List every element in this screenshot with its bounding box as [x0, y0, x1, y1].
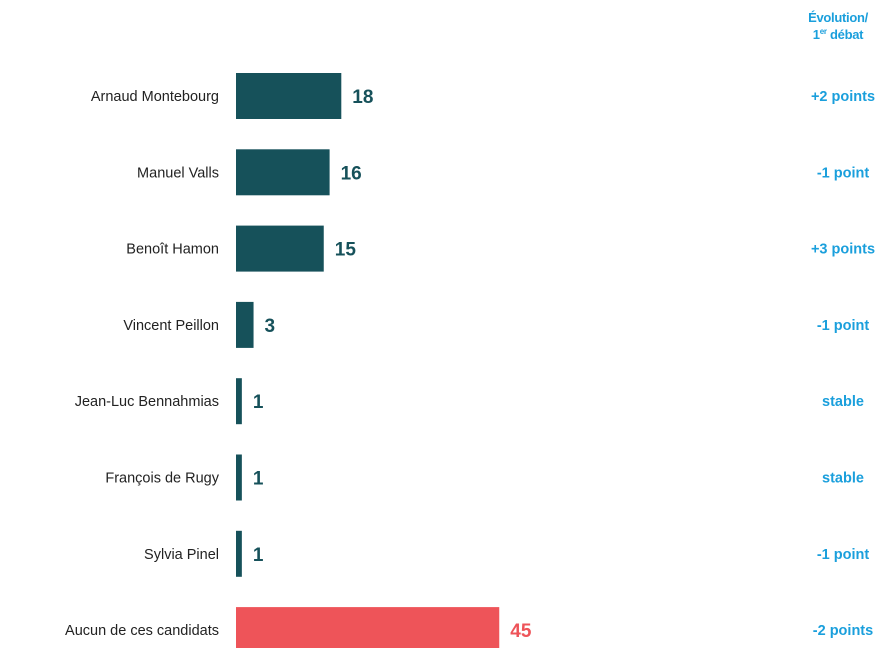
bar	[236, 454, 242, 501]
evolution-label: -1 point	[817, 318, 870, 334]
bar-row: Benoît Hamon 15 +3 points	[126, 225, 875, 272]
bar	[236, 73, 342, 119]
evolution-label: -2 points	[813, 623, 873, 639]
evolution-header-line1: Évolution/	[808, 10, 868, 25]
bar-highlight	[236, 607, 500, 648]
value-label: 15	[335, 240, 357, 261]
bar-row: Aucun de ces candidats 45 -2 points	[65, 607, 873, 648]
bar-row: Arnaud Montebourg 18 +2 points	[91, 73, 875, 119]
evolution-label: +3 points	[811, 242, 875, 258]
bar	[236, 378, 242, 425]
value-label: 45	[510, 621, 532, 642]
value-label: 1	[253, 545, 264, 566]
evolution-label: +2 points	[811, 89, 875, 105]
evolution-header-sup: er	[819, 27, 827, 36]
category-label: François de Rugy	[105, 471, 219, 487]
evolution-label: stable	[822, 471, 864, 487]
bar	[236, 301, 254, 348]
bar	[236, 225, 324, 272]
value-label: 3	[265, 316, 276, 337]
category-label: Jean-Luc Bennahmias	[75, 394, 219, 410]
category-label: Aucun de ces candidats	[65, 623, 219, 639]
bar	[236, 530, 242, 577]
bar-row: Sylvia Pinel 1 -1 point	[144, 530, 870, 577]
value-label: 18	[352, 87, 373, 108]
evolution-header-num: 1	[812, 27, 820, 42]
value-label: 1	[253, 392, 264, 413]
bar-row: Manuel Valls 16 -1 point	[137, 149, 870, 196]
evolution-label: -1 point	[817, 547, 870, 563]
category-label: Benoît Hamon	[126, 242, 219, 258]
bar-row: Jean-Luc Bennahmias 1 stable	[75, 378, 864, 425]
evolution-label: stable	[822, 394, 864, 410]
bar	[236, 149, 330, 196]
category-label: Vincent Peillon	[123, 318, 219, 334]
evolution-column-header: Évolution/ 1er débat	[783, 9, 893, 43]
value-label: 16	[341, 163, 362, 184]
category-label: Arnaud Montebourg	[91, 89, 219, 105]
evolution-label: -1 point	[817, 165, 870, 181]
category-label: Sylvia Pinel	[144, 547, 219, 563]
bar-row: François de Rugy 1 stable	[105, 454, 864, 501]
evolution-header-line2: 1er débat	[783, 26, 893, 43]
value-label: 1	[253, 469, 264, 490]
bar-row: Vincent Peillon 3 -1 point	[123, 301, 870, 348]
category-label: Manuel Valls	[137, 165, 219, 181]
evolution-header-rest: débat	[826, 27, 864, 42]
